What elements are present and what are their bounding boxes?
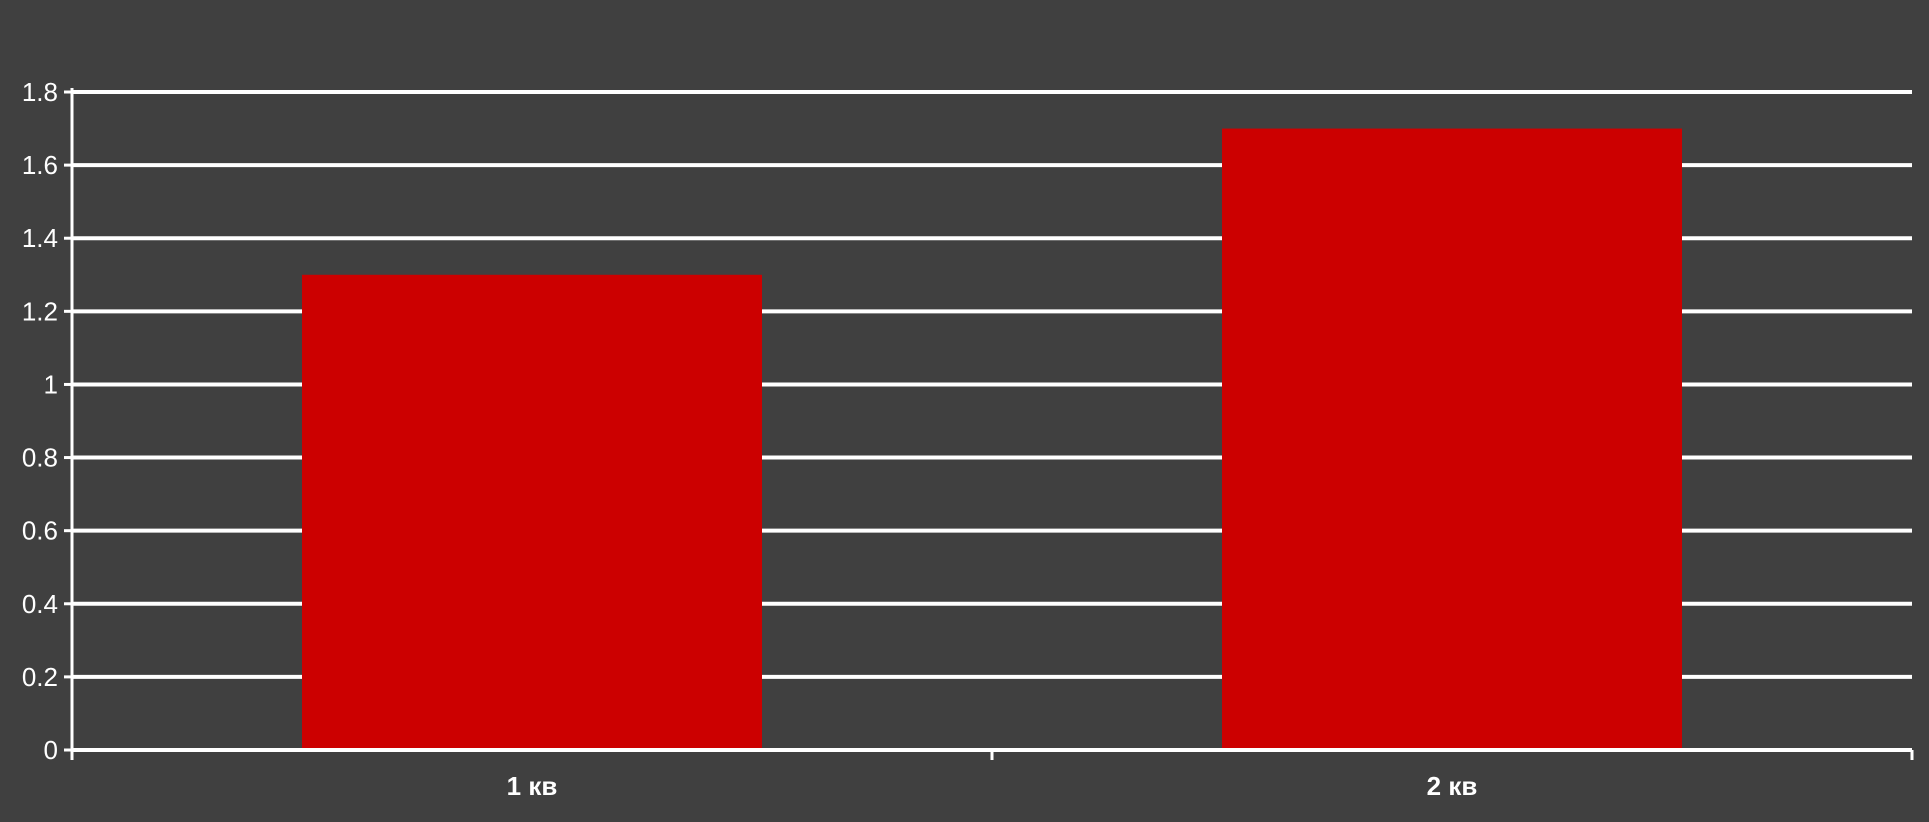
y-tick-label: 1 <box>44 369 58 399</box>
axes <box>64 88 1914 760</box>
y-tick-label: 1.8 <box>22 77 58 107</box>
y-tick-label: 0.6 <box>22 516 58 546</box>
y-tick-label: 0.8 <box>22 443 58 473</box>
y-tick-label: 0.4 <box>22 589 58 619</box>
x-tick-label: 2 кв <box>1427 771 1478 801</box>
bar-2 <box>1222 128 1682 751</box>
tick-labels: 0 0.2 0.4 0.6 0.8 1 1.2 1.4 1.6 1.8 1 кв 2 кв <box>22 77 1478 801</box>
y-tick-label: 0.2 <box>22 662 58 692</box>
y-tick-label: 1.4 <box>22 223 58 253</box>
y-tick-label: 1.2 <box>22 296 58 326</box>
y-tick-label: 1.6 <box>22 150 58 180</box>
x-tick-label: 1 кв <box>507 771 558 801</box>
y-tick-label: 0 <box>44 735 58 765</box>
bars <box>302 128 1682 751</box>
bar-1 <box>302 274 762 750</box>
